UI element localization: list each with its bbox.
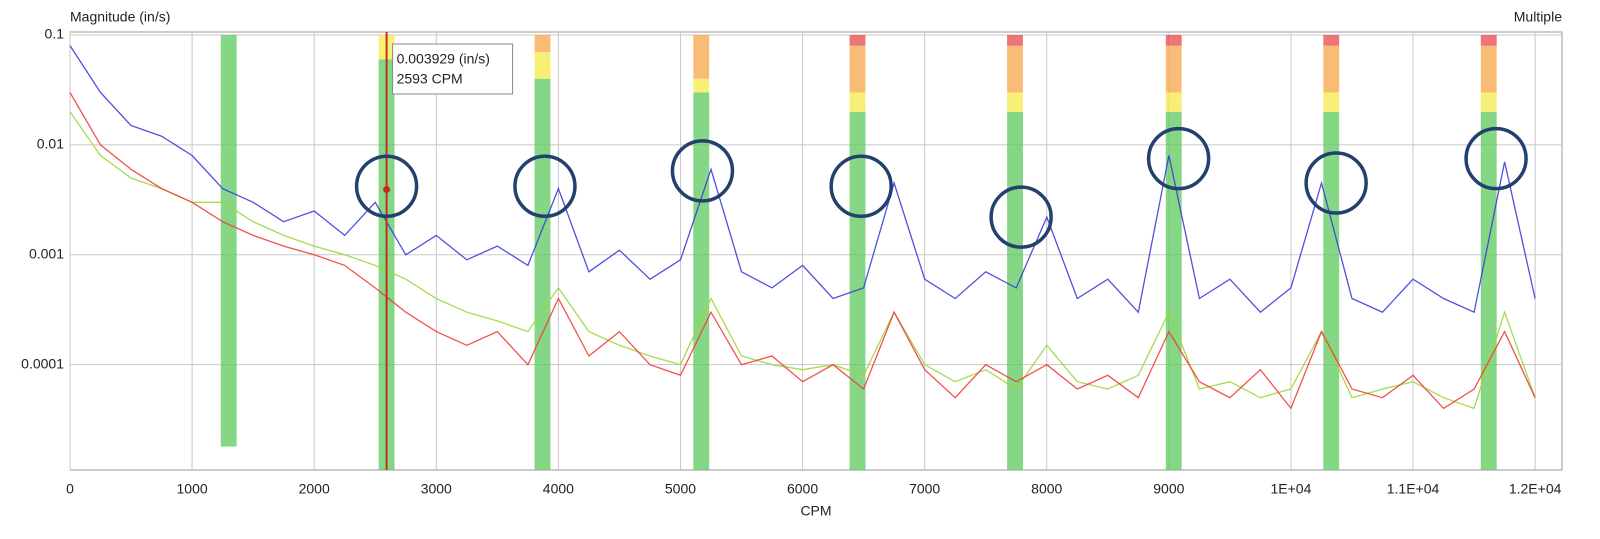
x-tick-label: 2000 [299, 481, 330, 497]
y-tick-label: 0.1 [45, 26, 65, 42]
x-tick-label: 1000 [177, 481, 208, 497]
highlight-circle [670, 139, 735, 203]
y-tick-label: 0.001 [29, 245, 64, 261]
spectrum-line [69, 45, 1536, 314]
y-tick-label: 0.01 [37, 136, 64, 152]
highlight-circle [1304, 151, 1368, 215]
alarm-band [1323, 45, 1340, 93]
alarm-band [693, 78, 710, 93]
alarm-band [534, 78, 551, 470]
alarm-band [534, 35, 551, 53]
alarm-band [1323, 92, 1340, 112]
x-tick-label: 4000 [543, 481, 574, 497]
alarm-band [1480, 35, 1497, 46]
x-tick-label: 1E+04 [1271, 481, 1312, 497]
spectrum-line [69, 92, 1536, 410]
highlight-circle [1146, 126, 1211, 191]
spectrum-line [69, 111, 1536, 410]
highlight-circle [1464, 126, 1528, 191]
x-tick-label: 8000 [1031, 481, 1062, 497]
alarm-band [1007, 35, 1023, 46]
highlight-circle [989, 185, 1053, 249]
alarm-band [1480, 45, 1497, 93]
x-tick-label: 9000 [1153, 481, 1184, 497]
tooltip-text: 2593 CPM [397, 71, 463, 87]
alarm-band [1165, 92, 1182, 112]
alarm-band [1007, 45, 1023, 93]
x-tick-label: 5000 [665, 481, 696, 497]
x-tick-label: 0 [66, 481, 74, 497]
alarm-band [849, 111, 866, 471]
alarm-band [1480, 92, 1497, 112]
alarm-band [1165, 35, 1182, 46]
x-tick-label: 1.1E+04 [1387, 481, 1440, 497]
y-axis-label: Magnitude (in/s) [70, 9, 170, 25]
alarm-band [1165, 45, 1182, 93]
cursor-point [383, 185, 391, 193]
alarm-band [534, 52, 551, 79]
alarm-band [1480, 111, 1497, 471]
highlight-circle [513, 154, 577, 219]
x-axis-label: CPM [800, 503, 831, 519]
plot-area [69, 31, 1563, 471]
alarm-band [849, 45, 866, 93]
x-tick-label: 7000 [909, 481, 940, 497]
corner-label: Multiple [1514, 9, 1562, 25]
alarm-band [220, 35, 237, 447]
highlight-circle [829, 154, 893, 219]
highlight-circle [354, 154, 419, 219]
alarm-band [849, 35, 866, 46]
alarm-band [693, 35, 710, 79]
alarm-band [693, 92, 710, 470]
tooltip-text: 0.003929 (in/s) [397, 51, 490, 67]
alarm-band [1007, 92, 1023, 112]
y-tick-label: 0.0001 [21, 355, 64, 371]
x-tick-label: 1.2E+04 [1509, 481, 1562, 497]
x-tick-label: 6000 [787, 481, 818, 497]
tooltip [392, 43, 514, 95]
alarm-band [1323, 35, 1340, 46]
alarm-band [1323, 111, 1340, 471]
alarm-band [1007, 111, 1023, 471]
alarm-band [1165, 111, 1182, 471]
alarm-band [849, 92, 866, 112]
x-tick-label: 3000 [421, 481, 452, 497]
